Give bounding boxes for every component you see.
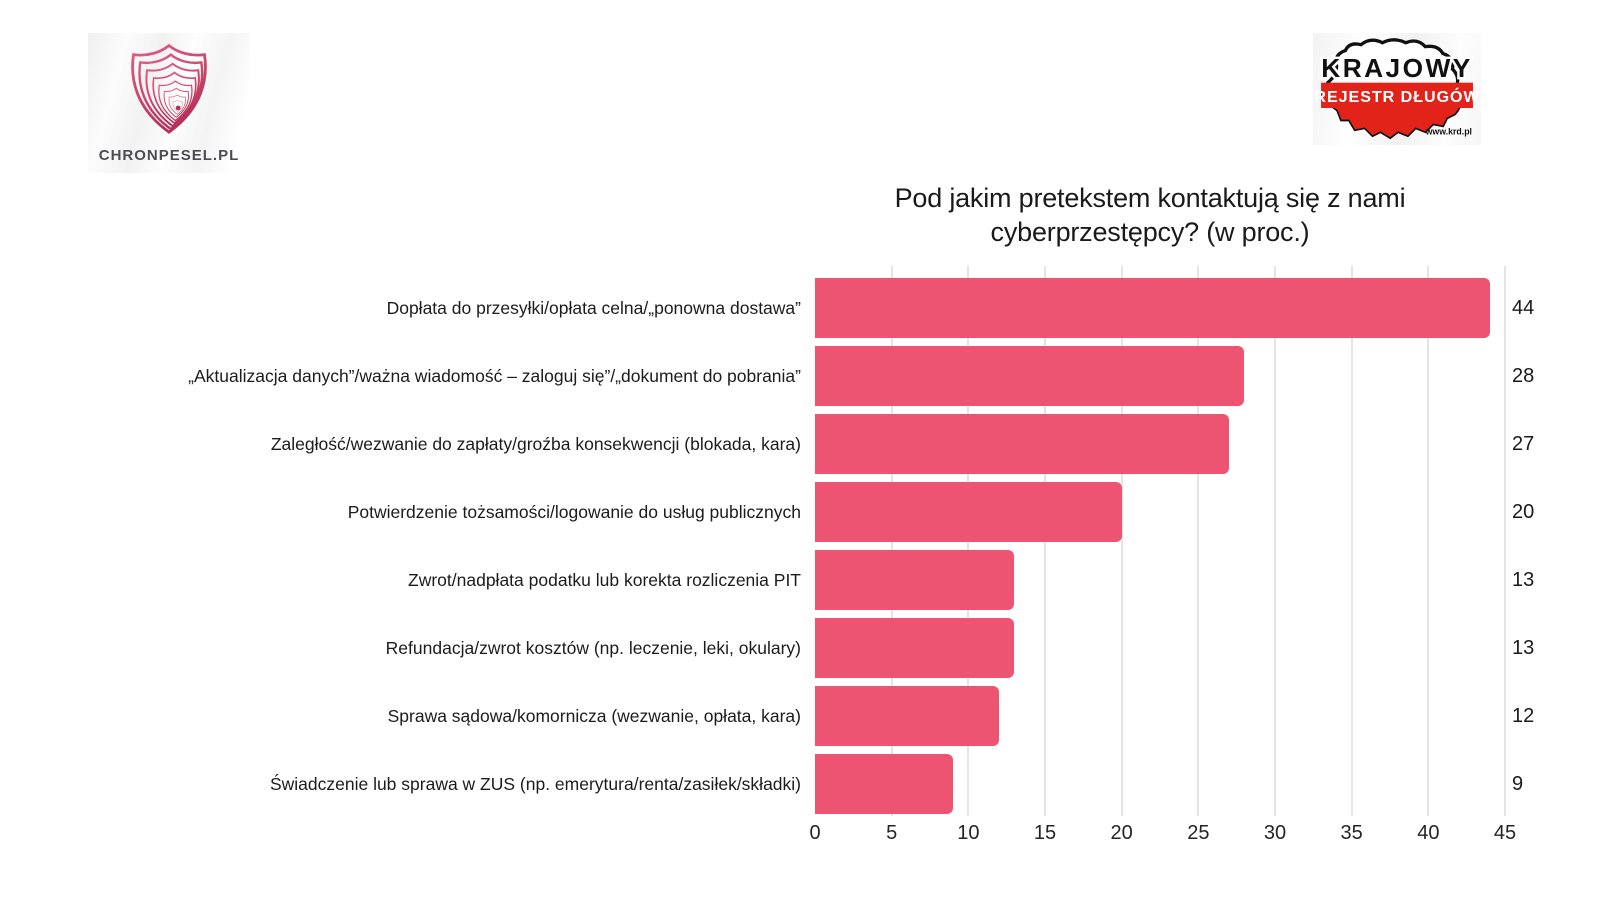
- category-label: „Aktualizacja danych”/ważna wiadomość – …: [188, 365, 801, 386]
- gridline: [1197, 266, 1200, 816]
- bar: [815, 278, 1490, 338]
- chronpesel-logo: CHRONPESEL.PL: [88, 33, 250, 173]
- bar-track: [815, 346, 1505, 406]
- fingerprint-shield-icon: [131, 44, 207, 134]
- value-label: 9: [1512, 772, 1524, 795]
- category-label: Zaległość/wezwanie do zapłaty/groźba kon…: [270, 433, 801, 454]
- bar-row: Świadczenie lub sprawa w ZUS (np. emeryt…: [58, 754, 1578, 814]
- category-label: Sprawa sądowa/komornicza (wezwanie, opła…: [387, 705, 801, 726]
- bar-track: [815, 618, 1505, 678]
- bar: [815, 618, 1015, 678]
- bar: [815, 346, 1245, 406]
- value-label: 27: [1512, 432, 1535, 455]
- bar: [815, 754, 953, 814]
- poland-map-icon: KRAJOWY REJESTR DŁUGÓW www.krd.pl: [1314, 38, 1479, 139]
- value-label: 20: [1512, 500, 1535, 523]
- value-label: 44: [1512, 296, 1535, 319]
- chart-title-line2: cyberprzestępcy? (w proc.): [990, 217, 1310, 247]
- bar: [815, 686, 999, 746]
- category-label: Zwrot/nadpłata podatku lub korekta rozli…: [408, 569, 801, 590]
- bar-row: „Aktualizacja danych”/ważna wiadomość – …: [58, 346, 1578, 406]
- bar-track: [815, 754, 1505, 814]
- bar-row: Zaległość/wezwanie do zapłaty/groźba kon…: [58, 414, 1578, 474]
- x-tick-label: 20: [1110, 822, 1133, 844]
- bar-track: [815, 550, 1505, 610]
- gridline: [1427, 266, 1430, 816]
- bar-row: Sprawa sądowa/komornicza (wezwanie, opła…: [58, 686, 1578, 746]
- chronpesel-wordmark: CHRONPESEL.PL: [98, 147, 240, 164]
- x-tick-label: 35: [1340, 822, 1363, 844]
- bar-row: Refundacja/zwrot kosztów (np. leczenie, …: [58, 618, 1578, 678]
- x-tick-label: 30: [1263, 822, 1287, 844]
- category-label: Refundacja/zwrot kosztów (np. leczenie, …: [385, 637, 801, 658]
- x-tick-label: 10: [957, 822, 980, 844]
- x-tick-label: 45: [1493, 822, 1517, 844]
- bar-row: Potwierdzenie tożsamości/logowanie do us…: [58, 482, 1578, 542]
- value-label: 13: [1512, 636, 1535, 659]
- x-tick-label: 5: [886, 822, 898, 844]
- bar-row: Zwrot/nadpłata podatku lub korekta rozli…: [58, 550, 1578, 610]
- gridline: [1120, 266, 1123, 816]
- bar-track: [815, 278, 1505, 338]
- krd-wordmark-line2: REJESTR DŁUGÓW: [1314, 87, 1479, 106]
- bar-track: [815, 686, 1505, 746]
- bar-track: [815, 482, 1505, 542]
- krd-url: www.krd.pl: [1425, 126, 1472, 136]
- x-tick-label: 40: [1417, 822, 1440, 844]
- x-tick-label: 15: [1033, 822, 1057, 844]
- krd-logo: KRAJOWY REJESTR DŁUGÓW www.krd.pl: [1313, 33, 1481, 145]
- x-axis: 0 5 10 15 20 25 30 35 40 45: [809, 822, 1516, 850]
- value-label: 13: [1512, 568, 1535, 591]
- krd-wordmark-line1: KRAJOWY: [1321, 53, 1472, 83]
- category-label: Dopłata do przesyłki/opłata celna/„ponow…: [386, 297, 801, 318]
- bar: [815, 550, 1015, 610]
- chart-title: Pod jakim pretekstem kontaktują się z na…: [800, 181, 1500, 249]
- bar-row: Dopłata do przesyłki/opłata celna/„ponow…: [58, 278, 1578, 338]
- x-tick-label: 0: [809, 822, 821, 844]
- x-tick-label: 25: [1187, 822, 1210, 844]
- bar-track: [815, 414, 1505, 474]
- bar: [815, 482, 1122, 542]
- bar: [815, 414, 1229, 474]
- gridline: [1274, 266, 1276, 816]
- value-label: 28: [1512, 364, 1535, 387]
- gridline: [1350, 266, 1353, 816]
- chart-title-line1: Pod jakim pretekstem kontaktują się z na…: [894, 183, 1406, 213]
- gridline: [1504, 266, 1506, 816]
- category-label: Potwierdzenie tożsamości/logowanie do us…: [347, 501, 801, 522]
- category-label: Świadczenie lub sprawa w ZUS (np. emeryt…: [269, 773, 801, 794]
- bar-rows: Dopłata do przesyłki/opłata celna/„ponow…: [58, 278, 1578, 814]
- value-label: 12: [1512, 704, 1535, 727]
